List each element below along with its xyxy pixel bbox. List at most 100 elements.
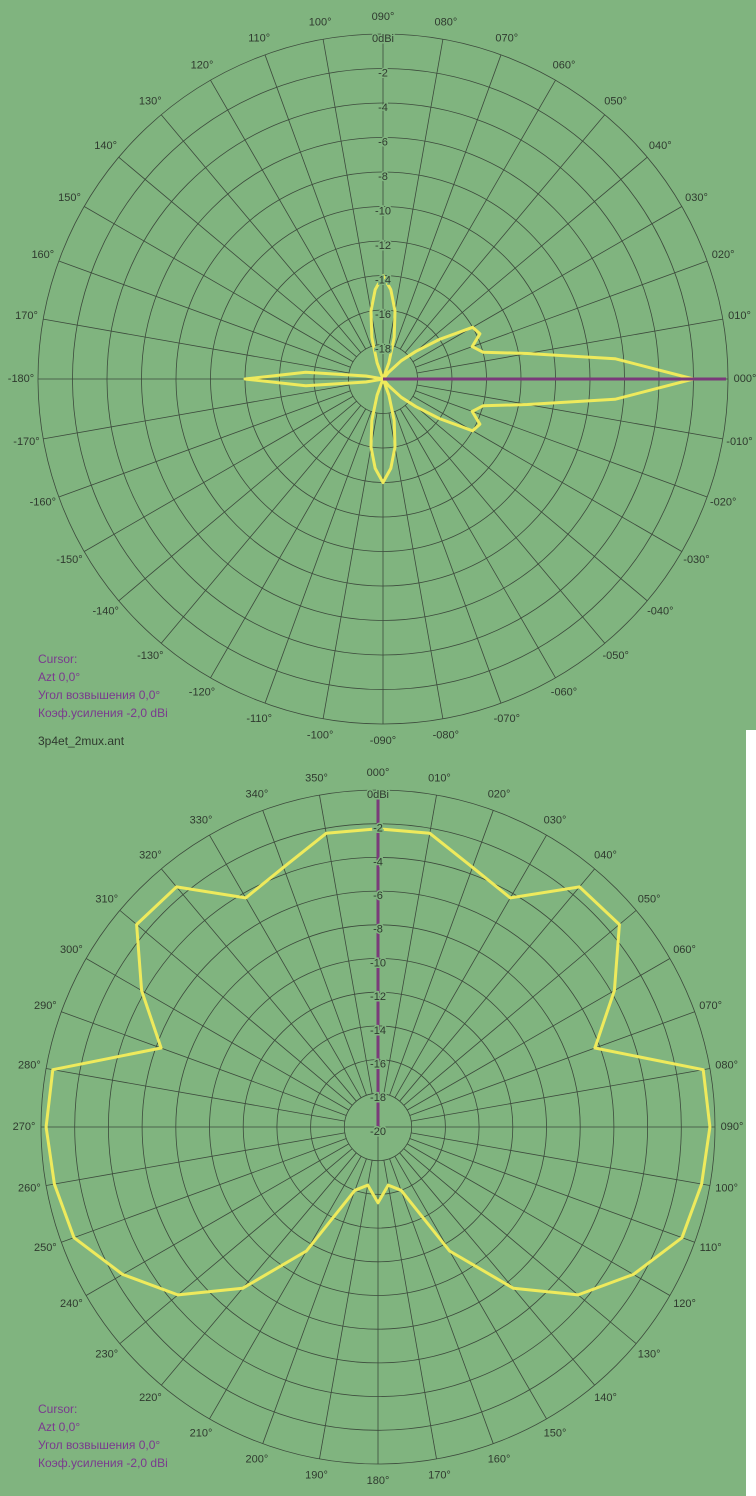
cursor-info: Коэф.усиления -2,0 dBi	[38, 706, 168, 720]
filename: 3p4et_2mux.ant	[38, 734, 125, 748]
ring-label: -16	[375, 309, 391, 321]
grid-spoke	[58, 260, 351, 368]
grid-spoke	[406, 1143, 671, 1296]
angle-label: -020°	[710, 497, 736, 509]
grid-spoke	[399, 868, 595, 1102]
angle-label: 010°	[428, 772, 451, 784]
grid-spoke	[399, 1152, 595, 1386]
angle-label: 150°	[544, 1427, 567, 1439]
grid-spoke	[119, 910, 353, 1106]
angle-label: 080°	[715, 1059, 738, 1071]
grid-spoke	[388, 412, 444, 719]
grid-spoke	[161, 868, 357, 1102]
grid-spoke	[43, 384, 350, 440]
angle-label: 000°	[734, 373, 756, 385]
ring-label: 0dBi	[367, 789, 389, 801]
grid-spoke	[209, 1155, 362, 1420]
grid-spoke	[415, 390, 708, 498]
grid-spoke	[394, 54, 502, 347]
ring-label: -12	[370, 991, 386, 1003]
angle-label: -030°	[683, 554, 709, 566]
grid-spoke	[43, 318, 350, 374]
grid-spoke	[322, 412, 378, 719]
angle-label: 130°	[139, 96, 162, 108]
cursor-info: Угол возвышения 0,0°	[38, 1438, 160, 1452]
cursor-info: Cursor:	[38, 652, 77, 666]
ring-label: -18	[375, 343, 391, 355]
ring-label: -6	[373, 890, 383, 902]
grid-spoke	[394, 411, 502, 704]
angle-label: 120°	[673, 1298, 696, 1310]
grid-spoke	[411, 1068, 710, 1122]
angle-label: 170°	[428, 1470, 451, 1482]
grid-spoke	[85, 1143, 350, 1296]
angle-label: 170°	[15, 310, 38, 322]
grid-spoke	[389, 810, 494, 1096]
grid-spoke	[404, 405, 606, 644]
angle-label: 200°	[246, 1454, 269, 1466]
angle-label: 060°	[673, 944, 696, 956]
angle-label: -080°	[433, 729, 459, 741]
angle-label: 300°	[60, 944, 83, 956]
grid-spoke	[61, 1138, 347, 1243]
grid-spoke	[46, 1068, 345, 1122]
angle-label: 160°	[488, 1454, 511, 1466]
cursor-info: Cursor:	[38, 1402, 77, 1416]
angle-label: 150°	[58, 192, 81, 204]
angle-label: -040°	[647, 606, 673, 618]
cursor-info: Коэф.усиления -2,0 dBi	[38, 1456, 168, 1470]
angle-label: 240°	[60, 1298, 83, 1310]
angle-label: 100°	[715, 1182, 738, 1194]
angle-label: 000°	[367, 767, 390, 779]
grid-spoke	[161, 1152, 357, 1386]
grid-spoke	[160, 405, 362, 644]
angle-label: 290°	[34, 1000, 57, 1012]
grid-spoke	[404, 114, 606, 353]
angle-label: 060°	[553, 59, 576, 71]
grid-spoke	[319, 1160, 373, 1459]
cursor-info: Azt 0,0°	[38, 1420, 80, 1434]
grid-spoke	[160, 114, 362, 353]
angle-label: -010°	[726, 436, 752, 448]
ring-label: -12	[375, 240, 391, 252]
angle-label: -060°	[551, 686, 577, 698]
angle-label: 090°	[721, 1121, 744, 1133]
angle-label: 020°	[488, 788, 511, 800]
angle-label: 110°	[700, 1242, 722, 1254]
ring-label: -10	[370, 957, 386, 969]
ring-label: -2	[373, 823, 383, 835]
angle-label: -150°	[56, 554, 82, 566]
ring-label: -6	[378, 136, 388, 148]
angle-label: -090°	[370, 735, 396, 747]
grid-spoke	[403, 910, 637, 1106]
grid-spoke	[58, 390, 351, 498]
grid-spoke	[409, 1011, 695, 1116]
angle-label: 010°	[728, 310, 751, 322]
grid-spoke	[415, 260, 708, 368]
grid-spoke	[209, 834, 362, 1099]
grid-spoke	[394, 834, 547, 1099]
angle-label: 040°	[594, 850, 617, 862]
grid-spoke	[416, 318, 723, 374]
ring-label: 0dBi	[372, 33, 394, 45]
angle-label: 050°	[638, 893, 661, 905]
grid-spoke	[118, 400, 357, 602]
grid-spoke	[409, 400, 648, 602]
angle-label: 070°	[699, 1000, 722, 1012]
angle-label: 110°	[248, 33, 270, 45]
angle-label: 030°	[685, 192, 708, 204]
angle-label: 120°	[191, 59, 214, 71]
angle-label: 180°	[367, 1475, 390, 1487]
ring-label: -4	[373, 856, 383, 868]
angle-label: 330°	[190, 814, 213, 826]
grid-spoke	[399, 408, 556, 678]
angle-label: 020°	[712, 249, 735, 261]
grid-spoke	[406, 958, 671, 1111]
angle-label: 270°	[13, 1121, 36, 1133]
grid-spoke	[389, 1158, 494, 1444]
grid-spoke	[262, 1158, 367, 1444]
angle-label: -050°	[602, 650, 628, 662]
ring-label: -20	[370, 1126, 386, 1138]
grid-spoke	[412, 206, 682, 363]
ring-label: -16	[370, 1059, 386, 1071]
